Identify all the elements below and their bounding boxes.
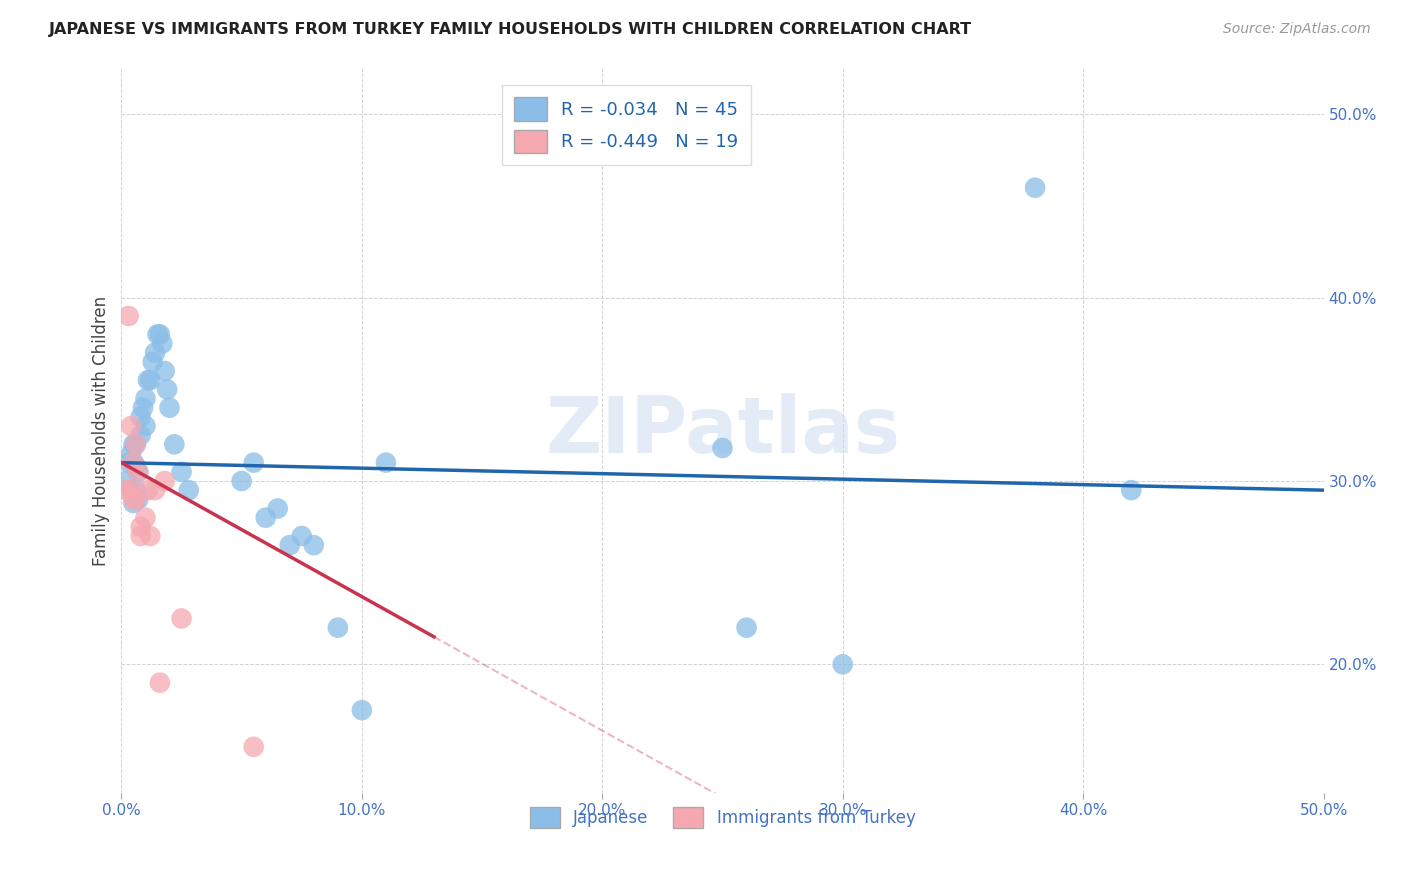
Point [134, 392, 156, 406]
Point [163, 437, 186, 451]
Point [177, 483, 200, 498]
Point [170, 611, 193, 625]
Point [127, 492, 149, 507]
Point [122, 437, 145, 451]
Point [125, 483, 148, 498]
Point [132, 401, 155, 415]
Point [153, 474, 176, 488]
Point [120, 483, 142, 498]
Point [118, 309, 141, 323]
Point [143, 345, 166, 359]
Point [136, 373, 159, 387]
Point [134, 419, 156, 434]
Point [129, 428, 152, 442]
Text: Source: ZipAtlas.com: Source: ZipAtlas.com [1223, 22, 1371, 37]
Point [122, 456, 145, 470]
Legend: Japanese, Immigrants from Turkey: Japanese, Immigrants from Turkey [523, 800, 922, 835]
Point [350, 703, 373, 717]
Point [129, 409, 152, 424]
Point [122, 492, 145, 507]
Point [125, 437, 148, 451]
Point [120, 419, 142, 434]
Point [125, 459, 148, 474]
Point [149, 675, 172, 690]
Point [326, 621, 349, 635]
Point [134, 510, 156, 524]
Point [127, 465, 149, 479]
Point [1024, 180, 1046, 194]
Point [242, 739, 264, 754]
Point [156, 382, 179, 396]
Point [120, 446, 142, 460]
Point [125, 492, 148, 507]
Point [831, 657, 853, 672]
Point [159, 401, 181, 415]
Point [153, 364, 176, 378]
Point [150, 336, 173, 351]
Point [291, 529, 314, 543]
Point [139, 529, 162, 543]
Point [254, 510, 277, 524]
Point [115, 474, 138, 488]
Point [122, 456, 145, 470]
Point [146, 327, 169, 342]
Point [115, 483, 138, 498]
Y-axis label: Family Households with Children: Family Households with Children [93, 295, 110, 566]
Point [129, 520, 152, 534]
Text: JAPANESE VS IMMIGRANTS FROM TURKEY FAMILY HOUSEHOLDS WITH CHILDREN CORRELATION C: JAPANESE VS IMMIGRANTS FROM TURKEY FAMIL… [49, 22, 973, 37]
Point [278, 538, 301, 552]
Point [120, 483, 142, 498]
Point [170, 465, 193, 479]
Point [735, 621, 758, 635]
Point [125, 437, 148, 451]
Point [136, 483, 159, 498]
Point [122, 496, 145, 510]
Point [142, 355, 165, 369]
Point [374, 456, 396, 470]
Point [242, 456, 264, 470]
Point [1121, 483, 1143, 498]
Point [139, 373, 162, 387]
Point [302, 538, 325, 552]
Point [267, 501, 290, 516]
Point [711, 441, 734, 455]
Text: ZIPatlas: ZIPatlas [546, 392, 900, 468]
Point [143, 483, 166, 498]
Point [149, 327, 172, 342]
Point [118, 456, 141, 470]
Point [231, 474, 253, 488]
Point [129, 529, 152, 543]
Point [127, 465, 149, 479]
